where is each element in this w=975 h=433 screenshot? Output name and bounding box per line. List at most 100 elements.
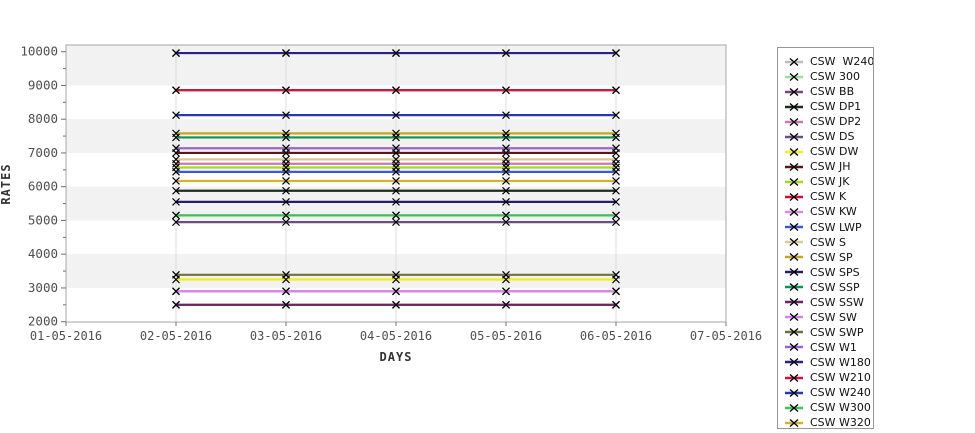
legend-label: CSW DP2 [810, 115, 862, 129]
legend-item-csw-dw: CSW DW [778, 144, 873, 159]
x-marker [502, 49, 510, 57]
legend-swatch-icon [785, 147, 803, 156]
x-tick-label: 02-05-2016 [140, 329, 212, 343]
legend-label: CSW JH [810, 160, 851, 174]
legend-label: CSW W210 [810, 371, 871, 384]
x-marker [172, 197, 180, 206]
legend-swatch-shape [789, 388, 799, 397]
legend-swatch-shape [789, 132, 799, 141]
x-tick-label: 07-05-2016 [690, 329, 762, 343]
x-tick-label: 06-05-2016 [580, 329, 652, 343]
legend-swatch-shape [789, 358, 799, 367]
x-marker [612, 144, 620, 153]
legend-swatch-icon [785, 177, 803, 186]
x-tick-label: 03-05-2016 [250, 329, 322, 343]
legend-item-csw-w1: CSW W1 [778, 340, 873, 355]
x-marker [612, 177, 620, 185]
x-tick-label: 04-05-2016 [360, 329, 432, 343]
legend-swatch-icon [785, 268, 803, 277]
x-marker [502, 270, 510, 279]
legend-swatch-shape [789, 162, 799, 171]
legend-swatch-shape [789, 253, 799, 262]
legend-label: CSW S [810, 235, 847, 249]
legend-item-csw-swp: CSW SWP [778, 325, 873, 340]
x-marker [172, 167, 180, 176]
legend-swatch-icon [785, 328, 803, 337]
x-marker [392, 111, 400, 120]
legend-swatch-icon [785, 117, 803, 126]
x-marker [612, 197, 620, 206]
legend-label: CSW KW [810, 205, 857, 219]
legend-swatch-icon [785, 87, 803, 96]
legend-label: CSW DS [810, 130, 855, 144]
x-marker [612, 218, 620, 227]
legend-item-csw-kw: CSW KW [778, 204, 873, 219]
y-tick-label: 7000 [28, 145, 58, 160]
x-marker [282, 197, 290, 206]
legend-box: CSW W240 CSW 300 CSW BB CSW DP1 CSW DP2 CSW D… [777, 47, 874, 429]
legend-swatch-icon [785, 223, 803, 232]
legend-item-csw-w180: CSW W180 [778, 355, 873, 370]
x-marker [282, 270, 290, 279]
legend-swatch-shape [789, 223, 799, 232]
x-marker [172, 49, 180, 57]
legend-swatch-shape [789, 238, 799, 247]
x-marker [392, 300, 400, 309]
y-tick-label: 10000 [20, 44, 58, 59]
x-marker [612, 186, 620, 195]
legend-item-csw-ssw: CSW SSW [778, 295, 873, 310]
legend-item-csw-w320: CSW W320 [778, 415, 873, 428]
x-marker [282, 144, 290, 153]
legend-swatch-shape [789, 192, 799, 201]
legend-label: CSW SP [810, 250, 853, 264]
legend-swatch-icon [785, 388, 803, 397]
x-tick-label: 05-05-2016 [470, 329, 542, 343]
legend-label: CSW LWP [810, 220, 862, 234]
legend-swatch-icon [785, 207, 803, 216]
legend-swatch-shape [789, 147, 799, 156]
x-marker [502, 300, 510, 309]
x-marker [282, 218, 290, 227]
legend-swatch-shape [789, 87, 799, 96]
legend-item-csw-w240: CSW W240 [778, 385, 873, 400]
legend-item-csw-lwp: CSW LWP [778, 220, 873, 235]
x-marker [282, 86, 290, 95]
legend-swatch-icon [785, 358, 803, 367]
x-marker [392, 155, 400, 164]
legend-swatch-icon [785, 57, 803, 66]
legend-item-csw-sps: CSW SPS [778, 265, 873, 280]
x-marker [612, 49, 620, 57]
legend-item-csw-w240: CSW W240 [778, 54, 873, 69]
y-tick-label: 2000 [28, 314, 58, 329]
x-marker [392, 186, 400, 195]
x-marker [392, 197, 400, 206]
legend-swatch-icon [785, 132, 803, 141]
x-marker [282, 111, 290, 120]
legend-swatch-shape [789, 102, 799, 111]
x-marker [172, 186, 180, 195]
x-marker [502, 218, 510, 227]
x-marker [392, 49, 400, 57]
x-marker [392, 270, 400, 279]
x-marker [502, 144, 510, 153]
x-marker [392, 211, 400, 220]
legend-swatch-shape [789, 177, 799, 186]
legend-swatch-shape [789, 57, 799, 66]
legend-label: CSW 300 [810, 70, 861, 84]
legend-swatch-icon [785, 403, 803, 412]
legend-swatch-icon [785, 418, 803, 427]
legend-swatch-shape [789, 283, 799, 292]
legend-label: CSW SSW [810, 295, 864, 309]
legend-swatch-shape [789, 373, 799, 382]
legend-swatch-icon [785, 253, 803, 262]
x-marker [392, 133, 400, 142]
x-marker [612, 133, 620, 142]
x-marker [282, 177, 290, 185]
legend-label: CSW K [810, 190, 847, 204]
legend-item-csw-sp: CSW SP [778, 250, 873, 265]
legend-swatch-shape [789, 328, 799, 337]
y-axis-title: RATES [0, 163, 13, 205]
legend-label: CSW JK [810, 175, 850, 189]
x-marker [172, 300, 180, 309]
